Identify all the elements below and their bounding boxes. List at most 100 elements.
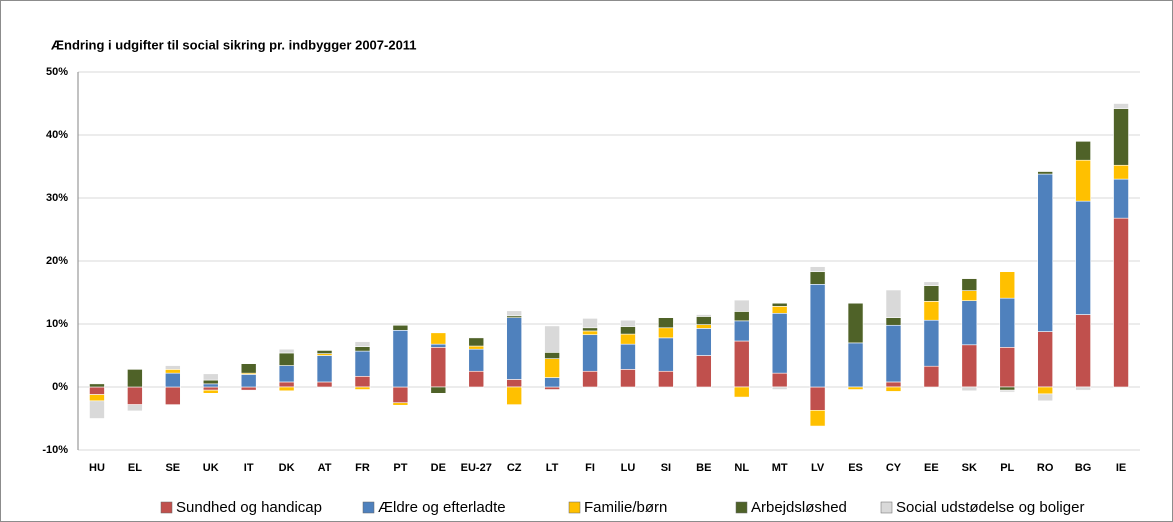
x-tick-label: BE	[696, 462, 711, 474]
bar-segment	[1075, 141, 1091, 161]
bar-segment	[658, 317, 674, 329]
bar-segment	[961, 278, 978, 291]
y-tick-label: 20%	[46, 255, 68, 267]
legend-swatch	[160, 501, 173, 514]
bar-segment	[240, 374, 257, 388]
chart-title: Ændring i udgifter til social sikring pr…	[51, 37, 417, 52]
x-tick-label: AT	[318, 462, 332, 474]
x-tick-label: CZ	[507, 462, 522, 474]
bar-segment	[1037, 386, 1053, 395]
bar-segment	[847, 386, 864, 390]
bar-segment	[809, 271, 826, 285]
bar-segment	[885, 386, 902, 392]
bar-segment	[202, 389, 219, 394]
bar-segment	[127, 386, 143, 405]
x-tick-label: ES	[848, 462, 863, 474]
bar-segment	[430, 386, 447, 394]
x-tick-label: LT	[546, 462, 559, 474]
bar-segment	[999, 297, 1016, 348]
bar-segment	[696, 316, 712, 325]
y-tick-label: 10%	[46, 318, 68, 330]
legend-swatch	[568, 501, 581, 514]
bar-segment	[1075, 314, 1091, 388]
bar-segment	[354, 346, 371, 352]
bar-segment	[961, 300, 978, 346]
bar-segment	[392, 386, 409, 404]
bar-segment	[620, 333, 636, 345]
bar-segment	[999, 347, 1016, 388]
bar-segment	[278, 365, 295, 383]
bar-segment	[1113, 103, 1129, 109]
bar-segment	[582, 327, 598, 332]
bar-segment	[771, 312, 788, 374]
bar-segment	[127, 404, 143, 412]
bar-segment	[771, 306, 788, 314]
x-tick-label: BG	[1075, 462, 1092, 474]
x-tick-label: SI	[661, 462, 671, 474]
bar-segment	[809, 386, 826, 411]
bar-segment	[430, 347, 447, 388]
bar-segment	[809, 284, 826, 388]
x-tick-label: EU-27	[461, 462, 492, 474]
bar-segment	[544, 386, 560, 390]
bar-segment	[1075, 386, 1091, 391]
bar-segment	[89, 400, 105, 419]
bar-segment	[733, 386, 750, 398]
bar-segment	[316, 355, 333, 383]
bar-segment	[89, 386, 105, 395]
legend-label: Ældre og efterladte	[378, 499, 506, 516]
bar-segment	[278, 386, 295, 392]
bar-segment	[392, 329, 409, 388]
x-tick-label: HU	[89, 462, 105, 474]
bar-segment	[202, 386, 219, 391]
bar-segment	[89, 383, 105, 388]
bar-segment	[544, 358, 560, 378]
bar-segment	[506, 379, 522, 388]
x-tick-label: CY	[886, 462, 902, 474]
bar-segment	[696, 355, 712, 388]
bar-segment	[202, 373, 219, 381]
bar-segment	[771, 372, 788, 388]
bar-segment	[354, 375, 371, 388]
bar-segment	[771, 302, 788, 307]
bar-segment	[582, 334, 598, 372]
bar-segment	[771, 386, 788, 390]
bar-segment	[1113, 178, 1129, 219]
bar-segment	[1075, 200, 1091, 315]
bar-segment	[165, 372, 181, 388]
bar-segment	[202, 383, 219, 388]
bar-segment	[1113, 108, 1129, 166]
bar-segment	[468, 348, 485, 372]
bar-segment	[127, 369, 143, 388]
bar-segment	[809, 266, 826, 273]
bar-segment	[923, 301, 940, 321]
bar-segment	[1075, 159, 1091, 202]
bar-segment	[544, 377, 560, 388]
legend-label: Familie/børn	[584, 499, 667, 516]
bar-segment	[809, 410, 826, 427]
bar-segment	[885, 317, 902, 326]
x-tick-label: LV	[811, 462, 825, 474]
bar-segment	[278, 381, 295, 388]
bar-segment	[392, 402, 409, 406]
bar-segment	[316, 381, 333, 388]
x-tick-label: DK	[279, 462, 295, 474]
bar-segment	[506, 317, 522, 380]
bar-segment	[658, 370, 674, 388]
bar-segment	[923, 281, 940, 286]
bar-segment	[506, 310, 522, 317]
bar-segment	[165, 369, 181, 374]
bar-segment	[468, 345, 485, 350]
x-tick-label: RO	[1037, 462, 1054, 474]
bar-segment	[278, 352, 295, 366]
x-tick-label: SK	[962, 462, 977, 474]
bar-segment	[696, 328, 712, 356]
y-tick-label: 50%	[46, 66, 68, 78]
legend-swatch	[880, 501, 893, 514]
bar-segment	[1113, 217, 1129, 388]
x-tick-label: PL	[1000, 462, 1014, 474]
bar-segment	[999, 389, 1016, 393]
bar-segment	[923, 285, 940, 302]
x-tick-label: SE	[165, 462, 180, 474]
bar-segment	[582, 330, 598, 336]
